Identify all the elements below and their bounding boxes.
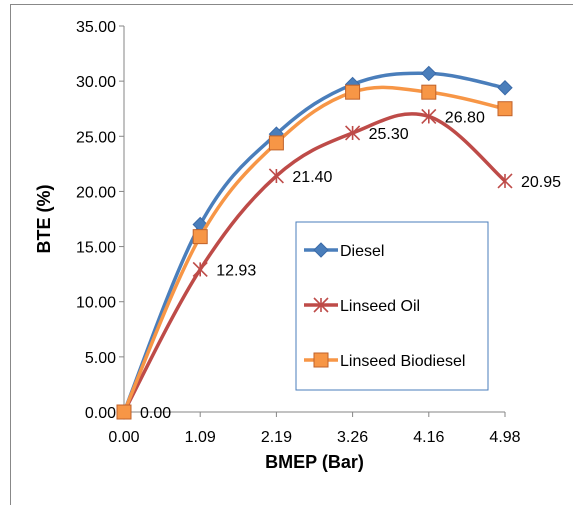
data-label: 25.30: [369, 126, 409, 143]
y-tick-label: 35.00: [76, 19, 116, 36]
data-point: [497, 80, 513, 96]
marker-shape: [192, 229, 208, 245]
data-label: 21.40: [292, 169, 332, 186]
marker-shape: [268, 135, 284, 151]
data-point: [192, 261, 208, 277]
legend-label: Linseed Biodiesel: [340, 353, 465, 370]
data-label: 0.00: [140, 405, 171, 422]
data-point: [345, 125, 361, 141]
marker-shape: [497, 80, 513, 96]
legend-label: Linseed Oil: [340, 298, 420, 315]
x-tick-label: 2.19: [261, 429, 292, 446]
x-tick-label: 3.26: [337, 429, 368, 446]
data-point: [421, 84, 437, 100]
data-point: [497, 101, 513, 117]
data-label: 12.93: [216, 262, 256, 279]
marker-shape: [116, 404, 132, 420]
data-point: [192, 229, 208, 245]
x-tick-label: 4.16: [413, 429, 444, 446]
legend: Diesel Linseed Oil Linseed Biodiesel: [295, 221, 489, 391]
marker-shape: [421, 84, 437, 100]
legend-marker: [313, 297, 329, 313]
y-axis-title: BTE (%): [34, 185, 54, 254]
series-layer: [116, 65, 513, 420]
legend-label: Diesel: [340, 243, 384, 260]
data-labels: 0.00 12.93 21.40 25.30 26.80 20.95: [140, 109, 561, 422]
legend-marker: [313, 242, 329, 258]
marker-shape: [497, 101, 513, 117]
y-tick-label: 30.00: [76, 74, 116, 91]
data-point: [421, 108, 437, 124]
y-tick-label: 15.00: [76, 240, 116, 257]
data-label: 20.95: [521, 174, 561, 191]
x-tick-label: 0.00: [108, 429, 139, 446]
legend-item: Linseed Oil: [304, 297, 420, 315]
x-tick-label: 4.98: [489, 429, 520, 446]
data-point: [497, 173, 513, 189]
x-tick-label: 1.09: [185, 429, 216, 446]
data-point: [268, 168, 284, 184]
y-tick-label: 25.00: [76, 129, 116, 146]
legend-marker: [313, 352, 329, 368]
marker-shape: [345, 84, 361, 100]
y-tick-label: 0.00: [85, 405, 116, 422]
data-label: 26.80: [445, 109, 485, 126]
y-tick-label: 5.00: [85, 350, 116, 367]
series-linseed-biodiesel: [116, 84, 513, 420]
data-point: [421, 65, 437, 82]
data-point: [345, 84, 361, 100]
x-axis-title: BMEP (Bar): [265, 452, 364, 472]
data-point: [116, 404, 132, 420]
tick-labels: 0.00 5.00 10.00 15.00 20.00 25.00 30.00 35.00 0.…: [76, 19, 521, 446]
y-tick-label: 10.00: [76, 295, 116, 312]
legend-item: Linseed Biodiesel: [304, 352, 465, 370]
chart-frame: [10, 4, 573, 505]
legend-item: Diesel: [304, 242, 384, 260]
marker-shape: [313, 242, 329, 258]
marker-shape: [421, 65, 437, 82]
marker-shape: [313, 352, 329, 368]
series-line: [122, 112, 507, 413]
data-point: [268, 135, 284, 151]
y-tick-label: 20.00: [76, 184, 116, 201]
